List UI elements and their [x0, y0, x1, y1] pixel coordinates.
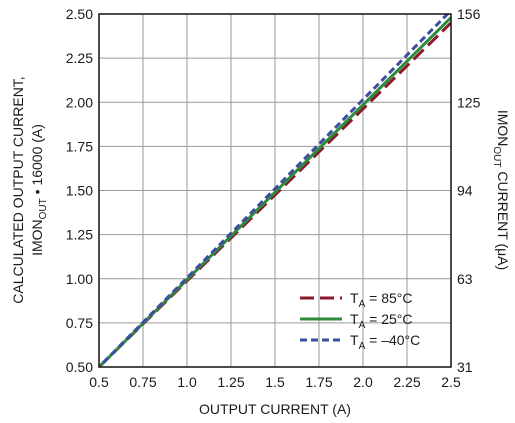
y-tick-label: 1.00 — [66, 271, 93, 287]
legend-label-1: TA = 25°C — [350, 311, 412, 331]
y2-tick-label: 156 — [457, 6, 481, 22]
y-axis-title-imon: IMON — [29, 219, 45, 256]
y-tick-label: 2.25 — [66, 50, 93, 66]
x-tick-labels: 0.5 0.75 1.0 1.25 1.5 1.75 2.0 2.25 2.5 — [89, 374, 461, 390]
y-axis-title-line1: CALCULATED OUTPUT CURRENT, — [10, 76, 26, 303]
y2-tick-label: 31 — [457, 359, 473, 375]
x-tick-label: 0.5 — [89, 374, 109, 390]
y-tick-label: 1.75 — [66, 138, 93, 154]
x-tick-label: 2.5 — [441, 374, 461, 390]
y-tick-label: 2.00 — [66, 94, 93, 110]
x-tick-label: 2.25 — [393, 374, 420, 390]
y-tick-label: 1.50 — [66, 183, 93, 199]
x-tick-label: 1.25 — [217, 374, 244, 390]
y-axis-title-left: CALCULATED OUTPUT CURRENT, IMONOUT • 160… — [10, 76, 49, 303]
y2-tick-labels: 31 63 94 125 156 — [457, 6, 481, 375]
series-layer — [99, 14, 451, 367]
y-axis-title-right: IMONOUT CURRENT (μA) — [491, 110, 511, 270]
y-tick-labels: 0.50 0.75 1.00 1.25 1.50 1.75 2.00 2.25 2.50 — [66, 6, 93, 375]
x-tick-label: 1.5 — [265, 374, 285, 390]
y-axis-title-line2: IMONOUT • 16000 (A) — [29, 124, 49, 256]
series-line-1 — [99, 16, 451, 367]
series-line-2 — [99, 14, 450, 367]
y-tick-label: 0.50 — [66, 359, 93, 375]
y2-axis-title-sub: OUT — [491, 146, 502, 167]
x-tick-label: 1.75 — [305, 374, 332, 390]
y2-tick-label: 63 — [457, 271, 473, 287]
y-tick-label: 2.50 — [66, 6, 93, 22]
y-tick-label: 0.75 — [66, 315, 93, 331]
y2-axis-title-imon: IMON — [495, 110, 511, 147]
legend-label-0: TA = 85°C — [350, 290, 412, 310]
x-tick-label: 1.0 — [177, 374, 197, 390]
y2-axis-title: IMONOUT CURRENT (μA) — [491, 110, 511, 270]
x-tick-label: 0.75 — [129, 374, 156, 390]
x-tick-label: 2.0 — [353, 374, 373, 390]
y2-axis-title-tail: CURRENT (μA) — [495, 167, 511, 270]
y-axis-title-tail: • 16000 (A) — [29, 124, 45, 198]
legend-label-2: TA = –40°C — [350, 332, 420, 352]
y2-tick-label: 94 — [457, 183, 473, 199]
y-axis-title-sub: OUT — [38, 198, 49, 219]
y2-tick-label: 125 — [457, 94, 481, 110]
legend: TA = 85°CTA = 25°CTA = –40°C — [300, 290, 420, 352]
x-axis-title: OUTPUT CURRENT (A) — [199, 401, 351, 417]
plot-frame — [98, 13, 452, 368]
y-tick-label: 1.25 — [66, 227, 93, 243]
